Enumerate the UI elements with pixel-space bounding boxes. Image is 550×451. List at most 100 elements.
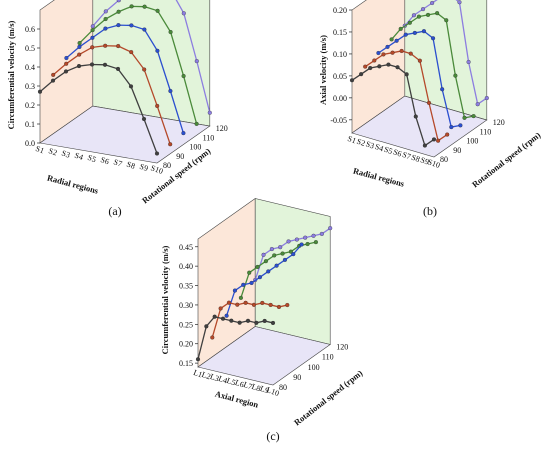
z-tick-label: 0.20 — [333, 6, 347, 15]
data-point — [431, 137, 437, 142]
data-point — [232, 288, 237, 293]
data-point — [207, 110, 212, 115]
rpm-tick-label: 100 — [308, 363, 320, 372]
data-point — [359, 72, 364, 77]
series-line-100rpm — [378, 30, 461, 128]
x-tick-label: S1 — [346, 134, 357, 145]
x-tick-label: L1 — [192, 368, 203, 379]
data-point — [50, 78, 56, 83]
series-line-80rpm — [351, 63, 435, 147]
data-point — [76, 64, 82, 69]
data-point — [235, 302, 240, 307]
series-line-90rpm — [364, 50, 448, 142]
rpm-tick-label: 120 — [493, 118, 505, 127]
data-point — [154, 151, 160, 156]
x-tick-label: L5 — [225, 376, 236, 387]
data-point — [303, 235, 308, 240]
rpm-tick-label: 110 — [480, 127, 492, 136]
data-point — [386, 62, 391, 67]
data-point — [51, 72, 56, 77]
data-point — [210, 335, 215, 340]
data-point — [430, 0, 435, 6]
data-point — [270, 320, 276, 325]
data-point — [116, 44, 121, 49]
x-tick-label: S7 — [112, 157, 123, 168]
z-tick-label: 0.45 — [179, 243, 193, 252]
data-point — [226, 300, 232, 305]
data-point — [261, 252, 266, 257]
z-tick-label: 0.15 — [179, 359, 193, 368]
chart-panel-3 — [195, 197, 333, 386]
data-point — [257, 275, 262, 280]
data-point — [251, 302, 257, 307]
x-axis-title: Radial regions — [352, 165, 406, 188]
x-tick-label: S2 — [355, 137, 366, 148]
data-point — [412, 30, 417, 35]
data-point — [376, 50, 381, 56]
rpm-tick-label: 100 — [189, 143, 201, 152]
chart-panel-2 — [349, 0, 489, 158]
data-point — [155, 103, 160, 108]
data-point — [403, 32, 408, 37]
data-point — [89, 62, 95, 67]
data-point — [155, 48, 160, 53]
x-tick-label: S7 — [401, 150, 412, 161]
data-point — [116, 9, 121, 14]
series-line-100rpm — [65, 24, 185, 134]
data-point — [168, 29, 173, 35]
data-point — [385, 44, 390, 49]
data-point — [417, 58, 422, 63]
x-tick-label: S2 — [47, 146, 58, 157]
data-point — [349, 78, 355, 83]
data-point — [395, 65, 400, 70]
data-point — [435, 11, 440, 16]
data-point — [413, 114, 418, 119]
z-tick-label: 0.2 — [25, 101, 35, 110]
data-point — [90, 24, 95, 29]
data-point — [407, 20, 412, 25]
z-tick-label: -0.05 — [330, 116, 347, 125]
data-point — [116, 0, 121, 3]
x-tick-label: S9 — [138, 162, 149, 173]
data-point — [168, 88, 173, 94]
data-point — [238, 295, 243, 300]
series-line-80rpm — [197, 315, 274, 360]
data-point — [475, 102, 480, 107]
data-point — [90, 28, 95, 33]
data-point — [466, 59, 471, 65]
data-point — [272, 253, 277, 258]
z-tick-label: 0.4 — [25, 63, 35, 72]
data-point — [142, 67, 147, 72]
data-point — [64, 61, 69, 66]
data-point — [129, 4, 134, 9]
panel-caption: (a) — [108, 204, 121, 218]
x-tick-label: L2 — [200, 370, 211, 381]
data-point — [398, 26, 403, 31]
data-point — [249, 280, 254, 285]
data-point — [194, 59, 199, 64]
rpm-tick-label: 90 — [176, 152, 184, 161]
z-tick-label: 0.6 — [25, 25, 35, 34]
data-point — [445, 132, 450, 137]
x-tick-label: S10 — [149, 163, 164, 176]
data-point — [422, 143, 427, 148]
x-tick-label: L6 — [234, 378, 245, 389]
data-point — [103, 16, 108, 22]
data-point — [195, 357, 201, 362]
x-axis-title: Axial region — [214, 389, 260, 410]
data-point — [389, 37, 394, 42]
data-point — [404, 72, 409, 77]
data-point — [155, 8, 160, 13]
x-tick-label: S6 — [392, 147, 403, 158]
data-point — [90, 35, 95, 40]
data-point — [394, 38, 399, 43]
data-point — [224, 313, 229, 318]
data-point — [247, 270, 252, 275]
z-tick-label: 0.40 — [179, 262, 193, 271]
data-point — [243, 300, 248, 305]
data-point — [116, 23, 121, 28]
data-point — [142, 4, 147, 9]
z-axis-title: Circumferential velocity (m/s) — [160, 245, 170, 354]
z-tick-label: 0.0 — [25, 139, 35, 148]
